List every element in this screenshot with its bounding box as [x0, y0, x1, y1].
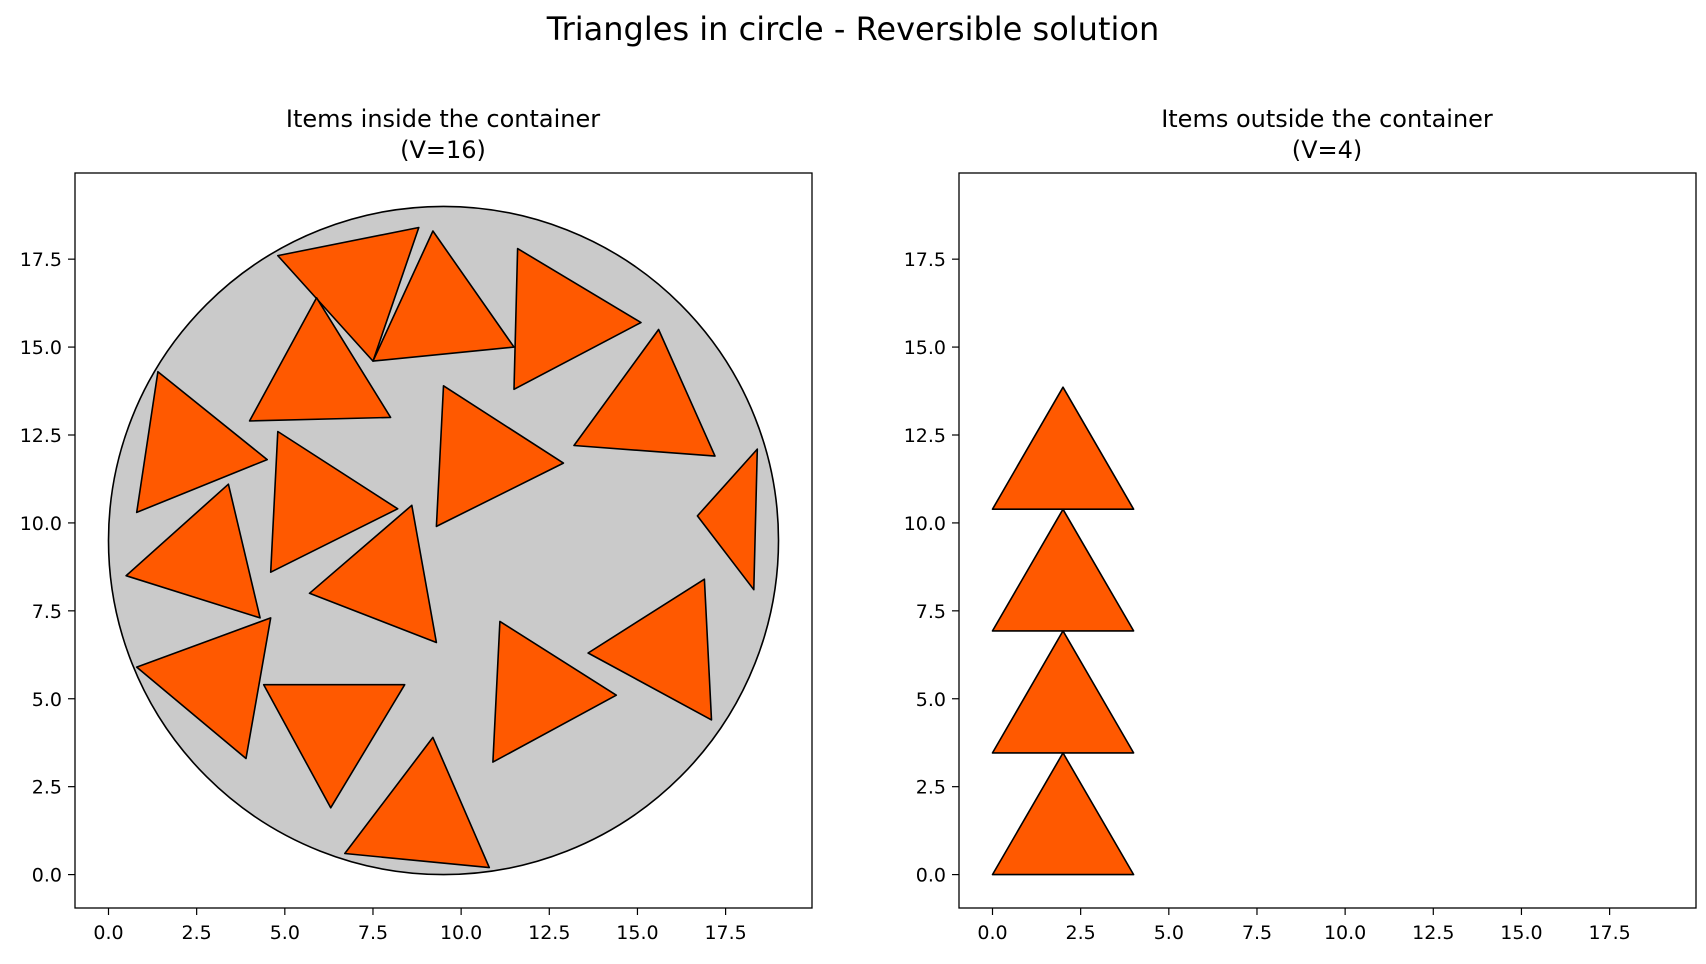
left-panel-title: Items inside the container — [286, 105, 600, 133]
y-tick-label: 5.0 — [916, 689, 946, 711]
right-panel-subtitle: (V=4) — [1292, 136, 1363, 164]
x-tick-label: 7.5 — [1242, 922, 1272, 944]
right-panel-title: Items outside the container — [1161, 105, 1493, 133]
triangle-item-9 — [696, 448, 759, 591]
y-tick-label: 17.5 — [904, 249, 946, 271]
y-tick-label: 10.0 — [904, 513, 946, 535]
axes-frame — [74, 172, 813, 909]
x-tick-label: 15.0 — [1500, 922, 1542, 944]
triangle-item-15 — [262, 683, 406, 809]
y-tick-label: 17.5 — [20, 249, 62, 271]
figure-title: Triangles in circle - Reversible solutio… — [546, 10, 1159, 48]
triangle-item-1 — [276, 226, 420, 362]
y-tick-label: 10.0 — [20, 513, 62, 535]
left-panel-subtitle: (V=16) — [400, 136, 486, 164]
plot-area — [991, 386, 1135, 876]
y-tick-label: 15.0 — [20, 337, 62, 359]
x-tick-label: 17.5 — [704, 922, 746, 944]
triangle-item-11 — [308, 504, 438, 644]
triangle-item-8 — [269, 430, 399, 574]
x-tick-label: 2.5 — [1066, 922, 1096, 944]
triangle-item-12 — [135, 617, 272, 760]
y-tick-label: 5.0 — [32, 689, 62, 711]
triangle-item-3 — [991, 508, 1135, 632]
triangle-item-6 — [573, 328, 716, 457]
triangle-item-2 — [991, 630, 1135, 754]
triangle-item-2 — [372, 230, 515, 362]
x-tick-label: 0.0 — [977, 922, 1007, 944]
x-tick-label: 0.0 — [93, 922, 123, 944]
y-tick-label: 0.0 — [32, 865, 62, 887]
axes-frame — [958, 172, 1697, 909]
y-tick-label: 12.5 — [20, 425, 62, 447]
triangle-item-7 — [435, 384, 565, 528]
y-tick-label: 0.0 — [916, 865, 946, 887]
x-tick-label: 5.0 — [1154, 922, 1184, 944]
triangle-item-3 — [513, 247, 642, 391]
triangle-item-4 — [248, 296, 392, 422]
y-tick-label: 7.5 — [32, 601, 62, 623]
triangle-item-16 — [343, 736, 491, 869]
x-tick-label: 12.5 — [1412, 922, 1454, 944]
triangle-item-14 — [492, 620, 618, 763]
x-tick-label: 2.5 — [182, 922, 212, 944]
y-tick-label: 12.5 — [904, 425, 946, 447]
left-panel-inside-container: 0.0 2.5 5.0 7.5 10.0 12.5 15.0 17.5 0.0 2.5 5.0 7.5… — [20, 172, 813, 944]
triangle-item-5 — [135, 370, 269, 514]
y-tick-label: 7.5 — [916, 601, 946, 623]
x-tick-label: 15.0 — [616, 922, 658, 944]
triangle-item-13 — [587, 578, 713, 721]
y-tick-label: 2.5 — [916, 777, 946, 799]
y-tick-label: 15.0 — [904, 337, 946, 359]
right-panel-outside-container: 0.0 2.5 5.0 7.5 10.0 12.5 15.0 17.5 0.0 2.5 5.0 7.5… — [904, 172, 1697, 944]
y-tick-label: 2.5 — [32, 777, 62, 799]
x-tick-label: 12.5 — [528, 922, 570, 944]
x-tick-label: 7.5 — [358, 922, 388, 944]
plot-area — [107, 205, 780, 876]
triangle-item-4 — [991, 386, 1135, 511]
x-tick-label: 10.0 — [440, 922, 482, 944]
triangle-item-1 — [991, 752, 1135, 876]
x-tick-label: 5.0 — [270, 922, 300, 944]
x-tick-label: 17.5 — [1588, 922, 1630, 944]
triangle-item-10 — [125, 483, 261, 619]
x-tick-label: 10.0 — [1324, 922, 1366, 944]
